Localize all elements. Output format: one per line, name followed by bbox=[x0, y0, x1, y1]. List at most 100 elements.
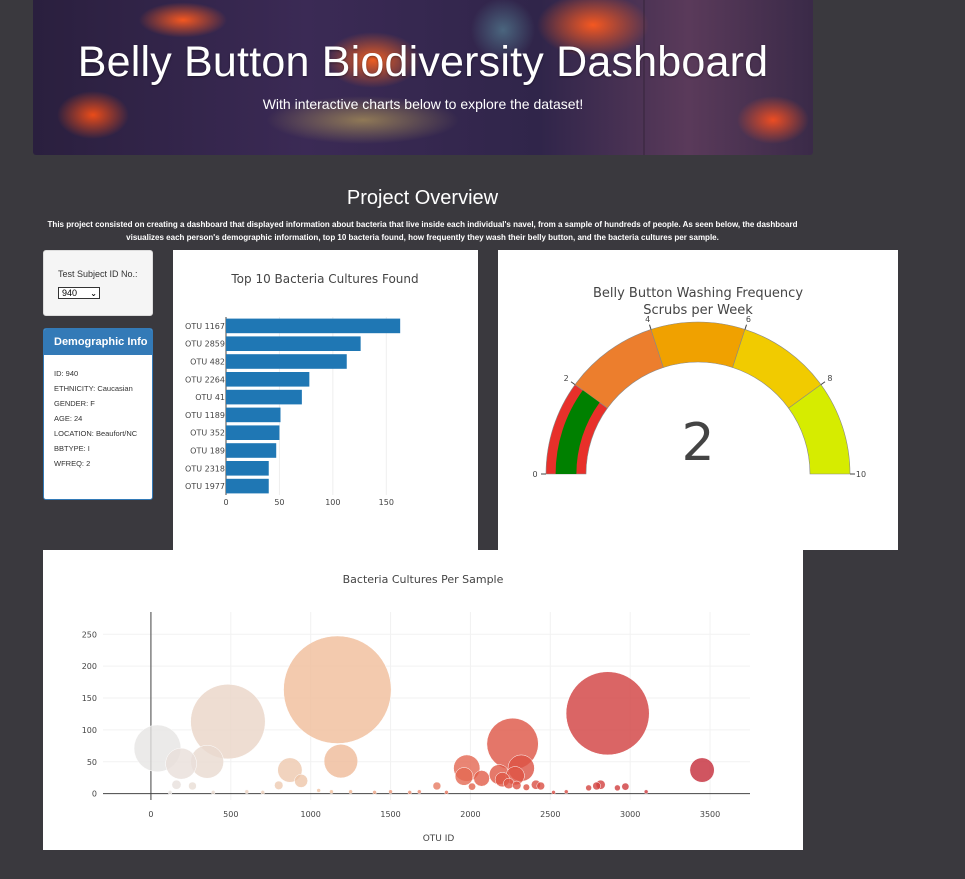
gauge-value-number: 2 bbox=[681, 413, 714, 473]
bubble-point bbox=[522, 783, 530, 791]
bar-x-tick-label: 150 bbox=[379, 498, 394, 507]
bubble-point bbox=[274, 780, 284, 790]
bar-x-tick-label: 50 bbox=[274, 498, 284, 507]
gauge-tick bbox=[744, 324, 747, 330]
overview-text: This project consisted on creating a das… bbox=[47, 220, 798, 242]
demographic-info-card: Demographic Info ID: 940 ETHNICITY: Cauc… bbox=[43, 328, 153, 500]
bubble-y-tick-label: 100 bbox=[82, 726, 97, 735]
bubble-x-tick-label: 3500 bbox=[700, 810, 720, 819]
bubble-point bbox=[512, 780, 522, 790]
bubble-x-tick-label: 1500 bbox=[380, 810, 400, 819]
gauge-title: Belly Button Washing Frequency bbox=[593, 286, 803, 301]
bubble-x-tick-label: 2000 bbox=[460, 810, 480, 819]
bar-category-label: OTU 41 bbox=[195, 393, 225, 402]
bubble-point bbox=[473, 770, 490, 787]
bubble-point bbox=[454, 767, 474, 786]
bubble-point bbox=[329, 789, 334, 794]
bar bbox=[226, 478, 269, 494]
bubble-chart-title: Bacteria Cultures Per Sample bbox=[343, 573, 504, 586]
page-subtitle: With interactive charts below to explore… bbox=[262, 96, 584, 112]
bubble-point bbox=[283, 635, 392, 744]
banner-image-seam bbox=[643, 0, 645, 155]
bubble-point bbox=[165, 747, 197, 780]
bar-category-label: OTU 352 bbox=[190, 429, 225, 438]
gauge-value-bar bbox=[555, 390, 600, 474]
demo-wfreq: WFREQ: 2 bbox=[54, 459, 91, 468]
bubble-point bbox=[444, 790, 449, 795]
page-title: Belly Button Biodiversity Dashboard bbox=[77, 38, 769, 86]
bubble-point bbox=[564, 789, 569, 794]
bubble-y-tick-label: 200 bbox=[82, 662, 97, 671]
bubble-point bbox=[417, 789, 422, 794]
bar-category-label: OTU 1977 bbox=[185, 482, 225, 491]
demo-bbtype: BBTYPE: I bbox=[54, 444, 90, 453]
bubble-point bbox=[643, 789, 649, 794]
bubble-point bbox=[244, 789, 250, 794]
demo-ethnicity: ETHNICITY: Caucasian bbox=[54, 384, 133, 393]
demo-age: AGE: 24 bbox=[54, 414, 83, 423]
gauge-chart[interactable]: Belly Button Washing Frequency Scrubs per… bbox=[498, 250, 898, 550]
bar-category-label: OTU 1167 bbox=[185, 322, 225, 331]
subject-id-select[interactable]: 940 ⌄ bbox=[58, 287, 100, 299]
bubble-point bbox=[536, 781, 545, 791]
bubble-point bbox=[432, 781, 442, 791]
overview-title: Project Overview bbox=[346, 187, 499, 209]
demographic-info-body: ID: 940 ETHNICITY: Caucasian GENDER: F A… bbox=[44, 355, 152, 469]
bar-category-label: OTU 189 bbox=[190, 447, 225, 456]
bubble-point bbox=[565, 671, 650, 756]
bubble-x-tick-label: 2500 bbox=[540, 810, 560, 819]
bar-chart-title: Top 10 Bacteria Cultures Found bbox=[230, 272, 418, 286]
bubble-point bbox=[323, 744, 358, 779]
bar bbox=[226, 354, 347, 369]
gauge-tick bbox=[649, 324, 652, 330]
gauge-tick-label: 4 bbox=[645, 315, 650, 324]
bubble-point bbox=[407, 790, 412, 795]
demographic-info-title: Demographic Info bbox=[44, 329, 152, 355]
bubble-point bbox=[621, 782, 630, 791]
bubble-point bbox=[190, 684, 266, 760]
bubble-point bbox=[171, 779, 182, 790]
bubble-point bbox=[468, 782, 476, 791]
bubble-point bbox=[551, 790, 556, 795]
bubble-point bbox=[277, 757, 303, 783]
bar bbox=[226, 425, 280, 440]
bar bbox=[226, 461, 269, 476]
gauge-tick bbox=[570, 381, 576, 386]
gauge-tick bbox=[820, 381, 826, 386]
demo-id: ID: 940 bbox=[54, 369, 79, 378]
bubble-point bbox=[260, 790, 266, 795]
bubble-x-tick-label: 3000 bbox=[620, 810, 640, 819]
bar-chart[interactable]: Top 10 Bacteria Cultures Found 0 50 100 150 O… bbox=[173, 250, 478, 550]
bar bbox=[226, 318, 401, 334]
bubble-x-tick-label: 0 bbox=[148, 810, 153, 819]
bar-x-tick-label: 0 bbox=[223, 498, 228, 507]
bubble-x-tick-label: 1000 bbox=[300, 810, 320, 819]
bar-category-label: OTU 482 bbox=[190, 358, 225, 367]
bar-category-label: OTU 2318 bbox=[185, 464, 225, 473]
gauge-tick-label: 0 bbox=[532, 470, 537, 479]
gauge-tick-label: 2 bbox=[564, 374, 569, 383]
bar bbox=[226, 372, 310, 387]
bubble-x-axis-label: OTU ID bbox=[423, 834, 455, 844]
chevron-down-icon: ⌄ bbox=[90, 288, 97, 298]
bubble-point bbox=[592, 781, 601, 791]
bubble-point bbox=[614, 784, 621, 792]
gauge-subtitle: Scrubs per Week bbox=[643, 303, 753, 318]
bubble-y-tick-label: 150 bbox=[82, 694, 97, 703]
subject-id-value: 940 bbox=[62, 288, 78, 298]
bubble-point bbox=[585, 784, 592, 792]
bar-category-label: OTU 2264 bbox=[185, 375, 225, 384]
header-banner: Belly Button Biodiversity Dashboard With… bbox=[33, 0, 813, 155]
bar-category-label: OTU 1189 bbox=[185, 411, 225, 420]
subject-selector-label: Test Subject ID No.: bbox=[58, 269, 138, 279]
gauge-tick-label: 6 bbox=[746, 315, 751, 324]
bubble-point bbox=[388, 789, 393, 794]
bubble-y-tick-label: 50 bbox=[87, 758, 97, 767]
bar-chart-panel: Top 10 Bacteria Cultures Found 0 50 100 150 O… bbox=[173, 250, 478, 550]
bubble-chart-panel: Bacteria Cultures Per Sample 0 500 1000 1500… bbox=[43, 550, 803, 850]
bubble-point bbox=[372, 790, 377, 795]
bubble-point bbox=[188, 781, 197, 791]
bubble-point bbox=[294, 774, 308, 788]
subject-selector-card: Test Subject ID No.: 940 ⌄ bbox=[43, 250, 153, 316]
